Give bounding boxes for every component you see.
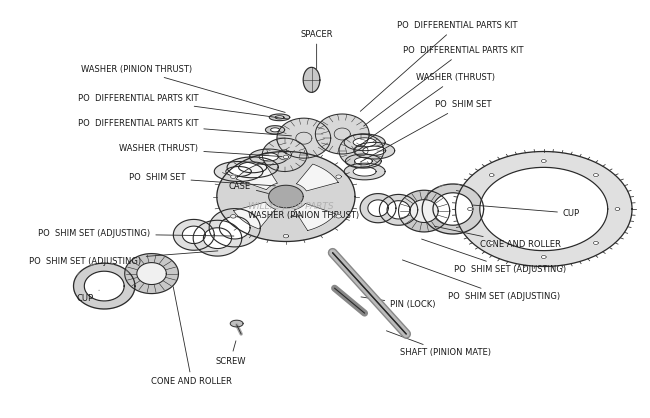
Text: SPACER: SPACER [300, 30, 333, 69]
Text: PO  DIFFERENTIAL PARTS KIT: PO DIFFERENTIAL PARTS KIT [78, 119, 291, 136]
Polygon shape [220, 217, 250, 239]
Polygon shape [593, 173, 598, 177]
Polygon shape [84, 271, 124, 301]
Text: PO  SHIM SET: PO SHIM SET [129, 173, 276, 186]
Text: PO  DIFFERENTIAL PARTS KIT: PO DIFFERENTIAL PARTS KIT [78, 94, 289, 119]
Polygon shape [410, 200, 438, 222]
Text: WILLYS JEEP PARTS: WILLYS JEEP PARTS [248, 202, 334, 212]
Polygon shape [294, 203, 336, 231]
Polygon shape [174, 219, 214, 250]
Polygon shape [236, 163, 278, 190]
Polygon shape [387, 201, 410, 219]
Polygon shape [541, 159, 546, 163]
Text: PIN (LOCK): PIN (LOCK) [361, 297, 436, 309]
Polygon shape [303, 67, 320, 92]
Polygon shape [265, 126, 285, 134]
Polygon shape [467, 207, 473, 211]
Text: CUP: CUP [77, 290, 99, 303]
Polygon shape [339, 134, 384, 167]
Polygon shape [277, 118, 331, 158]
Polygon shape [489, 241, 494, 245]
Polygon shape [270, 128, 280, 132]
Polygon shape [269, 114, 290, 121]
Polygon shape [422, 184, 484, 234]
Polygon shape [456, 151, 632, 267]
Polygon shape [344, 134, 385, 150]
Polygon shape [489, 173, 494, 177]
Text: PO  SHIM SET (ADJUSTING): PO SHIM SET (ADJUSTING) [422, 239, 566, 274]
Polygon shape [398, 190, 450, 232]
Polygon shape [193, 220, 242, 256]
Polygon shape [354, 143, 395, 159]
Text: PO  DIFFERENTIAL PARTS KIT: PO DIFFERENTIAL PARTS KIT [360, 21, 517, 111]
Polygon shape [336, 214, 341, 218]
Polygon shape [239, 162, 266, 173]
Polygon shape [230, 320, 243, 327]
Text: WASHER (THRUST): WASHER (THRUST) [120, 144, 285, 157]
Polygon shape [315, 114, 369, 154]
Polygon shape [268, 185, 303, 208]
Polygon shape [226, 166, 252, 176]
Text: SCREW: SCREW [215, 341, 246, 366]
Polygon shape [380, 194, 418, 225]
Polygon shape [345, 154, 382, 168]
Text: CONE AND ROLLER: CONE AND ROLLER [151, 287, 232, 386]
Polygon shape [354, 157, 372, 165]
Polygon shape [275, 116, 284, 119]
Polygon shape [363, 146, 385, 155]
Polygon shape [231, 214, 236, 218]
Text: WASHER (PINION THRUST): WASHER (PINION THRUST) [248, 211, 359, 220]
Polygon shape [480, 167, 608, 251]
Polygon shape [353, 167, 376, 176]
Text: PO  SHIM SET: PO SHIM SET [361, 100, 491, 162]
Text: PO  SHIM SET (ADJUSTING): PO SHIM SET (ADJUSTING) [402, 260, 560, 301]
Text: CONE AND ROLLER: CONE AND ROLLER [434, 226, 561, 249]
Polygon shape [433, 193, 473, 225]
Polygon shape [336, 175, 341, 178]
Text: PO  DIFFERENTIAL PARTS KIT: PO DIFFERENTIAL PARTS KIT [363, 46, 523, 126]
Text: PO  SHIM SET (ADJUSTING): PO SHIM SET (ADJUSTING) [29, 251, 218, 265]
Polygon shape [182, 226, 205, 244]
Polygon shape [259, 153, 278, 161]
Text: WASHER (THRUST): WASHER (THRUST) [361, 73, 495, 145]
Polygon shape [360, 194, 396, 223]
Polygon shape [593, 241, 598, 245]
Polygon shape [217, 151, 355, 242]
Text: PO  SHIM SET (ADJUSTING): PO SHIM SET (ADJUSTING) [38, 229, 234, 239]
Polygon shape [203, 228, 231, 249]
Polygon shape [344, 163, 385, 180]
Polygon shape [125, 254, 179, 293]
Polygon shape [227, 157, 278, 178]
Polygon shape [136, 263, 166, 285]
Polygon shape [262, 138, 307, 171]
Polygon shape [233, 202, 276, 229]
Polygon shape [214, 161, 263, 181]
Text: CUP: CUP [473, 205, 580, 218]
Polygon shape [296, 164, 338, 191]
Polygon shape [231, 175, 236, 178]
Text: WASHER (PINION THRUST): WASHER (PINION THRUST) [81, 65, 285, 112]
Polygon shape [209, 209, 261, 247]
Polygon shape [353, 138, 376, 147]
Polygon shape [368, 200, 388, 217]
Text: CASE: CASE [229, 181, 269, 194]
Polygon shape [615, 207, 620, 211]
Polygon shape [283, 234, 289, 238]
Polygon shape [73, 263, 135, 309]
Text: SHAFT (PINION MATE): SHAFT (PINION MATE) [386, 331, 491, 357]
Polygon shape [541, 255, 546, 259]
Polygon shape [250, 149, 288, 165]
Polygon shape [283, 155, 289, 159]
